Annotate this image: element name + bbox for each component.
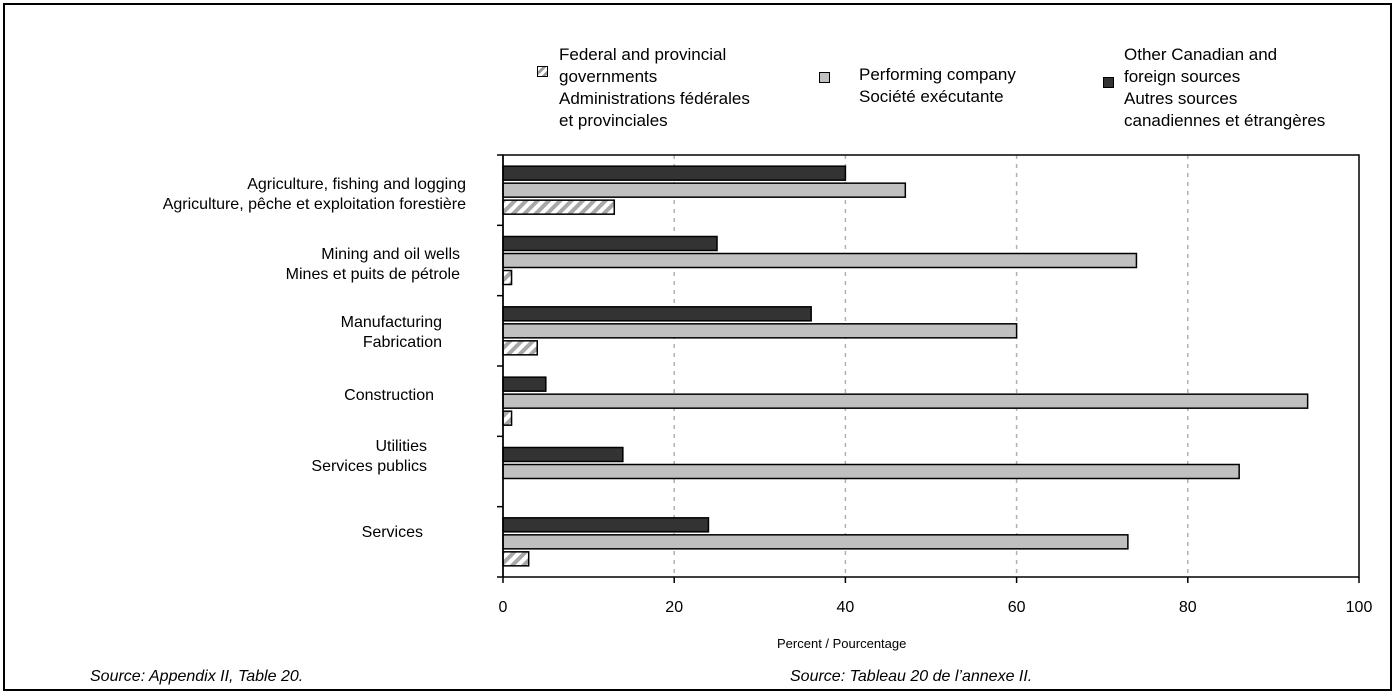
legend-line: canadiennes et étrangères <box>1124 111 1326 130</box>
legend-line: Other Canadian and <box>1124 45 1278 64</box>
category-line: Mines et puits de pétrole <box>285 266 460 283</box>
bar <box>502 410 513 426</box>
x-tick-label: 80 <box>1179 599 1197 616</box>
bar <box>502 235 718 252</box>
x-tick-label: 100 <box>1346 599 1373 616</box>
x-tick-label: 20 <box>665 599 683 616</box>
legend-label-governments: Federal and provincial governments Admin… <box>559 44 750 132</box>
bar <box>502 182 907 198</box>
bar <box>502 534 1129 550</box>
legend-line: Autres sources <box>1124 89 1238 108</box>
bar <box>502 165 847 181</box>
bar <box>502 517 710 533</box>
legend-line: Administrations fédérales <box>559 89 750 108</box>
legend-line: et provinciales <box>559 111 668 130</box>
x-tick-label: 0 <box>499 599 508 616</box>
category-label-mining: Mining and oil wells Mines et puits de p… <box>286 245 460 285</box>
bar <box>502 463 1240 480</box>
category-label-manufacturing: Manufacturing Fabrication <box>341 313 442 353</box>
plot-frame <box>502 154 1360 578</box>
category-line: Fabrication <box>362 334 442 351</box>
bar <box>502 306 812 322</box>
bar <box>502 551 530 567</box>
chart-frame <box>3 3 1392 691</box>
category-label-utilities: Utilities Services publics <box>311 437 427 477</box>
category-label-construction: Construction <box>344 386 434 406</box>
category-line: Services publics <box>311 458 427 475</box>
source-french: Source: Tableau 20 de l’annexe II. <box>790 668 1033 685</box>
x-tick-label: 40 <box>837 599 855 616</box>
category-label-services: Services <box>362 523 423 543</box>
bar <box>502 376 547 392</box>
category-line: Agriculture, pêche et exploitation fores… <box>162 196 466 213</box>
bar <box>502 199 616 215</box>
category-line: Utilities <box>375 438 427 455</box>
bar <box>502 393 1309 409</box>
category-line: Construction <box>344 387 434 404</box>
legend-label-performing-company: Performing company Société exécutante <box>859 64 1016 108</box>
bar <box>502 340 538 356</box>
legend-line: foreign sources <box>1124 67 1241 86</box>
legend-line: Performing company <box>859 65 1016 84</box>
legend-swatch-governments <box>537 66 548 77</box>
legend-label-other-sources: Other Canadian and foreign sources Autre… <box>1124 44 1325 132</box>
x-tick-label: 60 <box>1008 599 1026 616</box>
category-line: Services <box>361 524 423 541</box>
x-axis-title: Percent / Pourcentage <box>777 636 907 651</box>
legend-swatch-other-sources <box>1103 77 1114 88</box>
legend-swatch-performing-company <box>819 72 830 83</box>
category-label-agriculture: Agriculture, fishing and logging Agricul… <box>163 175 466 215</box>
category-line: Agriculture, fishing and logging <box>247 176 466 193</box>
bar <box>502 252 1138 269</box>
legend-line: Société exécutante <box>859 87 1004 106</box>
legend-line: Federal and provincial <box>559 45 727 64</box>
category-line: Mining and oil wells <box>321 246 460 263</box>
source-english: Source: Appendix II, Table 20. <box>90 668 304 685</box>
legend-line: governments <box>559 67 658 86</box>
bar <box>502 446 624 463</box>
bar <box>502 323 1018 339</box>
bar <box>502 269 513 286</box>
category-line: Manufacturing <box>340 314 442 331</box>
